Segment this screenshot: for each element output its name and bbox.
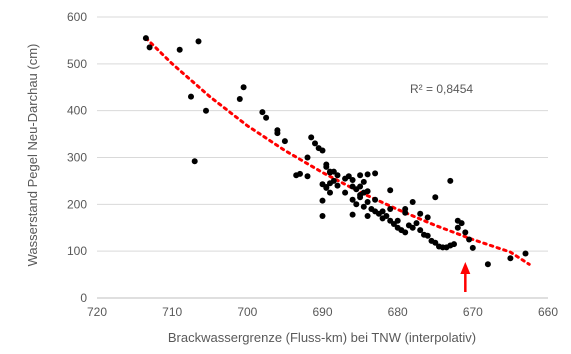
data-point	[334, 182, 341, 189]
data-point	[417, 227, 424, 234]
data-point	[387, 206, 394, 212]
data-point	[424, 232, 431, 239]
data-point	[308, 134, 315, 141]
data-point	[281, 138, 288, 145]
data-point	[454, 217, 461, 224]
data-point	[293, 172, 300, 179]
data-point	[402, 229, 409, 236]
data-point	[364, 188, 371, 195]
data-point	[323, 184, 330, 191]
data-point	[360, 203, 367, 210]
data-point	[469, 244, 476, 251]
data-point	[364, 171, 371, 178]
data-point	[409, 224, 416, 231]
data-point	[522, 250, 529, 257]
data-point	[195, 38, 202, 45]
data-point	[274, 130, 281, 137]
y-tick-label: 400	[67, 104, 87, 118]
data-point	[319, 213, 326, 219]
data-point	[191, 158, 198, 165]
data-point	[379, 215, 386, 222]
data-point	[409, 199, 416, 205]
data-point	[240, 84, 247, 91]
data-point	[345, 173, 352, 180]
data-point	[319, 197, 326, 204]
data-point	[357, 172, 364, 179]
data-point	[417, 210, 424, 217]
data-point	[263, 114, 270, 121]
data-point	[357, 194, 364, 201]
y-tick-label: 0	[80, 291, 87, 305]
data-point	[327, 189, 333, 196]
data-point	[353, 201, 360, 208]
x-tick-labels: 720 710 700 690 680 670 660	[87, 305, 558, 319]
data-point	[424, 214, 431, 221]
data-point	[203, 107, 209, 114]
data-point	[413, 220, 420, 227]
data-point	[319, 147, 326, 154]
data-point	[372, 170, 379, 177]
data-points	[142, 35, 529, 268]
data-point	[323, 163, 330, 170]
data-point	[342, 189, 349, 196]
data-point	[236, 96, 243, 102]
x-tick-label: 670	[463, 305, 483, 319]
data-point	[402, 206, 409, 212]
data-point	[364, 213, 371, 219]
data-point	[394, 217, 401, 224]
data-point	[451, 241, 457, 248]
y-tick-labels: 0 100 200 300 400 500 600	[67, 10, 87, 305]
y-tick-label: 300	[67, 151, 87, 165]
y-tick-label: 200	[67, 197, 87, 211]
data-point	[304, 173, 311, 180]
x-tick-label: 710	[162, 305, 182, 319]
data-point	[447, 177, 454, 184]
y-tick-label: 600	[67, 10, 87, 24]
data-point	[387, 187, 394, 194]
data-point	[432, 239, 439, 246]
data-point	[176, 46, 183, 53]
y-axis-label: Wasserstand Pegel Neu-Darchau (cm)	[25, 44, 40, 267]
x-axis-label: Brackwassergrenze (Fluss-km) bei TNW (in…	[168, 330, 476, 345]
arrow-head	[460, 262, 471, 274]
data-point	[349, 177, 356, 183]
data-point	[379, 208, 386, 215]
data-point	[360, 178, 367, 185]
data-point	[142, 35, 149, 42]
y-tick-label: 500	[67, 57, 87, 71]
data-point	[349, 196, 356, 203]
x-tick-label: 660	[538, 305, 558, 319]
data-point	[188, 93, 194, 100]
data-point	[334, 172, 341, 179]
data-point	[372, 196, 379, 203]
x-tick-label: 690	[312, 305, 332, 319]
data-point	[357, 183, 364, 190]
x-tick-label: 700	[237, 305, 257, 319]
red-arrow-marker	[460, 262, 471, 292]
trendline-path	[144, 36, 531, 266]
data-point	[349, 211, 356, 218]
x-tick-label: 720	[87, 305, 107, 319]
data-point	[484, 261, 491, 268]
r-squared-annotation: R² = 0,8454	[410, 82, 473, 96]
data-point	[466, 236, 473, 243]
data-point	[462, 229, 469, 236]
data-point	[259, 109, 266, 116]
data-point	[432, 194, 439, 201]
data-point	[327, 168, 333, 175]
data-point	[327, 180, 333, 187]
data-point	[146, 44, 153, 51]
data-point	[304, 154, 311, 161]
data-point	[364, 199, 371, 205]
data-point	[507, 255, 514, 262]
data-point	[312, 140, 318, 147]
data-point	[454, 224, 461, 231]
y-tick-label: 100	[67, 244, 87, 258]
trendline	[144, 36, 531, 266]
x-tick-label: 680	[388, 305, 408, 319]
